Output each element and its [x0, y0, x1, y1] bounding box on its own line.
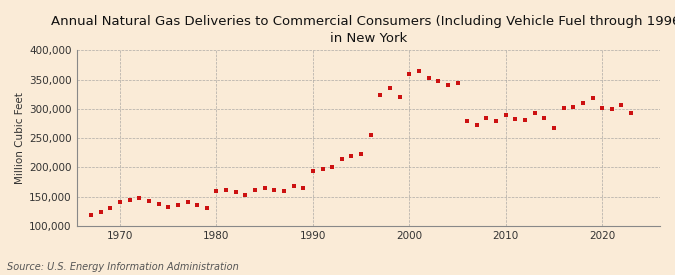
Text: Source: U.S. Energy Information Administration: Source: U.S. Energy Information Administ…: [7, 262, 238, 272]
Title: Annual Natural Gas Deliveries to Commercial Consumers (Including Vehicle Fuel th: Annual Natural Gas Deliveries to Commerc…: [51, 15, 675, 45]
Y-axis label: Million Cubic Feet: Million Cubic Feet: [15, 92, 25, 184]
